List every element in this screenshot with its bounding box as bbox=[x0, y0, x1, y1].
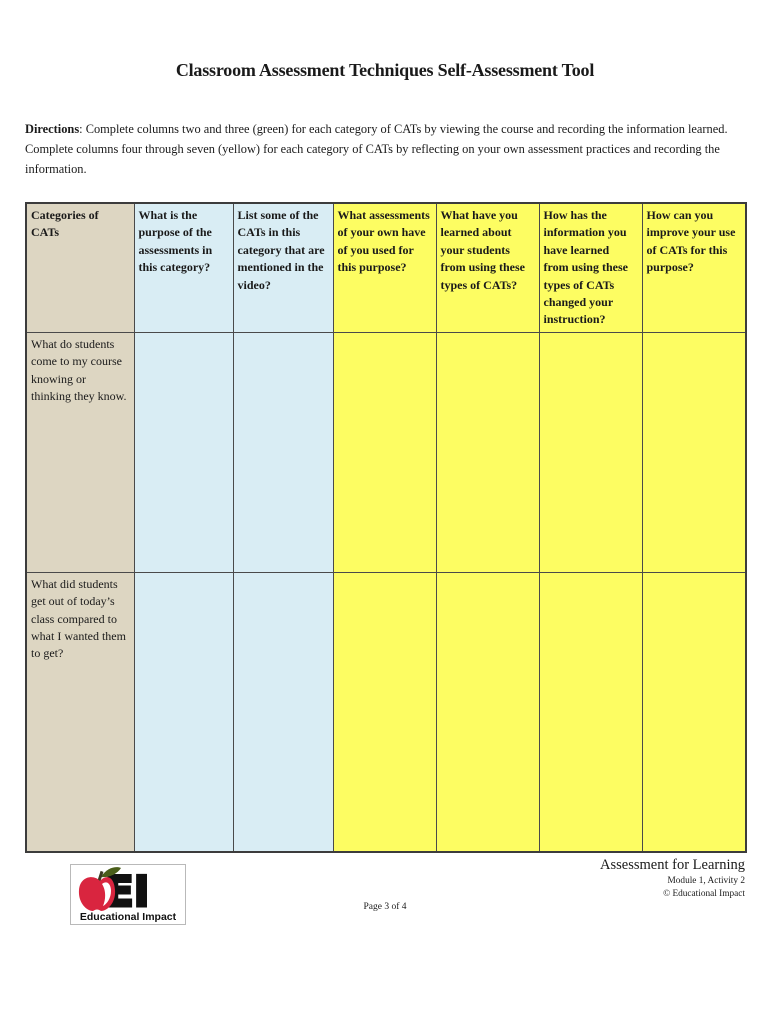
form-cell[interactable] bbox=[641, 331, 747, 573]
logo-name-label: Educational Impact bbox=[80, 911, 177, 923]
column-header-list-cats: List some of the CATs in this category t… bbox=[232, 202, 334, 333]
form-cell[interactable] bbox=[435, 571, 540, 853]
form-cell[interactable] bbox=[538, 331, 643, 573]
form-cell[interactable] bbox=[232, 571, 334, 853]
table-row: What did students get out of today’s cla… bbox=[25, 571, 747, 853]
directions-text: : Complete columns two and three (green)… bbox=[25, 122, 728, 176]
directions-paragraph: Directions: Complete columns two and thr… bbox=[25, 120, 747, 180]
column-header-own-assessments: What assessments of your own have of you… bbox=[332, 202, 437, 333]
form-cell[interactable] bbox=[133, 571, 234, 853]
cats-table: Categories of CATs What is the purpose o… bbox=[25, 202, 747, 854]
apple-ei-icon: EI Educational Impact bbox=[71, 865, 185, 924]
form-cell[interactable] bbox=[332, 331, 437, 573]
table-row: What do students come to my course knowi… bbox=[25, 331, 747, 573]
column-header-categories: Categories of CATs bbox=[25, 202, 135, 333]
form-cell[interactable] bbox=[232, 331, 334, 573]
page-title: Classroom Assessment Techniques Self-Ass… bbox=[175, 60, 595, 80]
row-category-cell: What do students come to my course knowi… bbox=[25, 331, 135, 573]
footer-right-block: Assessment for Learning Module 1, Activi… bbox=[600, 856, 745, 902]
copyright-line: © Educational Impact bbox=[663, 889, 745, 900]
column-header-purpose: What is the purpose of the assessments i… bbox=[133, 202, 234, 333]
page-number: Page 3 of 4 bbox=[363, 902, 407, 912]
directions-label: Directions bbox=[25, 122, 80, 136]
table-header-row: Categories of CATs What is the purpose o… bbox=[25, 202, 747, 333]
module-line: Module 1, Activity 2 bbox=[667, 875, 745, 886]
column-header-changed-instruction: How has the information you have learned… bbox=[538, 202, 643, 333]
form-cell[interactable] bbox=[641, 571, 747, 853]
course-title: Assessment for Learning bbox=[600, 857, 745, 873]
form-cell[interactable] bbox=[435, 331, 540, 573]
column-header-improve: How can you improve your use of CATs for… bbox=[641, 202, 747, 333]
row-category-cell: What did students get out of today’s cla… bbox=[25, 571, 135, 853]
form-cell[interactable] bbox=[133, 331, 234, 573]
column-header-learned: What have you learned about your student… bbox=[435, 202, 540, 333]
educational-impact-logo: EI Educational Impact bbox=[70, 864, 186, 925]
form-cell[interactable] bbox=[332, 571, 437, 853]
form-cell[interactable] bbox=[538, 571, 643, 853]
